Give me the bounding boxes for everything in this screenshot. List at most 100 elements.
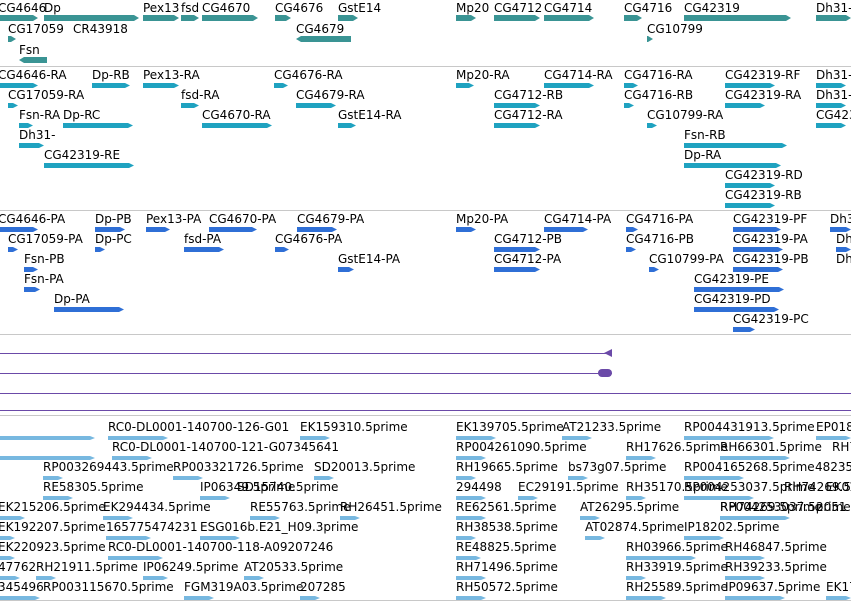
protein-feature[interactable] [694, 287, 784, 292]
est-feature[interactable] [626, 456, 656, 460]
est-label[interactable]: RH03966.5prime [626, 540, 728, 554]
est-label[interactable]: RH38538.5prime [456, 520, 558, 534]
transcript-feature[interactable] [202, 123, 272, 128]
gene-feature[interactable] [202, 15, 258, 21]
est-feature[interactable] [568, 476, 588, 480]
est-label[interactable]: EK215206.5prime [0, 500, 106, 514]
est-label[interactable]: AT02874.5prime [585, 520, 685, 534]
transcript-label[interactable]: Fsn-RA [19, 108, 61, 122]
est-label[interactable]: 207285 [300, 580, 346, 594]
est-feature[interactable] [0, 436, 95, 440]
transcript-feature[interactable] [647, 123, 657, 128]
transcript-feature[interactable] [494, 103, 540, 108]
transcript-label[interactable]: CG4716-RA [624, 68, 693, 82]
est-label[interactable]: 165775474231 [106, 520, 198, 534]
est-feature[interactable] [184, 596, 214, 600]
est-label[interactable]: 47762 [0, 560, 37, 574]
protein-feature[interactable] [338, 267, 354, 272]
est-label[interactable]: RH25589.5prime [626, 580, 728, 594]
est-label[interactable]: RC0-DL0001-140700-126-G01 [108, 420, 290, 434]
est-feature[interactable] [585, 536, 605, 540]
est-feature[interactable] [300, 436, 330, 440]
est-label[interactable]: EC29191.5prime [518, 480, 619, 494]
est-feature[interactable] [200, 536, 240, 540]
gene-label[interactable]: Mp20 [456, 1, 490, 15]
est-label[interactable]: RE62561.5prime [456, 500, 557, 514]
protein-label[interactable]: CG42319-PE [694, 272, 769, 286]
protein-feature[interactable] [830, 227, 851, 232]
gene-label[interactable]: CR43918 [73, 22, 128, 36]
est-label[interactable]: AT20533.5prime [244, 560, 344, 574]
transcript-label[interactable]: CG4712-RA [494, 108, 563, 122]
protein-label[interactable]: CG4714-PA [544, 212, 612, 226]
est-label[interactable]: EK159310.5prime [300, 420, 408, 434]
transcript-label[interactable]: Dh31- [816, 68, 851, 82]
gene-feature[interactable] [494, 15, 540, 21]
transcript-label[interactable]: Dh31- [19, 128, 56, 142]
protein-label[interactable]: fsd-PA [184, 232, 222, 246]
transcript-feature[interactable] [816, 123, 846, 128]
protein-feature[interactable] [494, 267, 540, 272]
est-label[interactable]: RE58305.5prime [43, 480, 144, 494]
gene-label[interactable]: CG4714 [544, 1, 593, 15]
est-label[interactable]: RH26451.5prime [340, 500, 442, 514]
protein-feature[interactable] [456, 227, 476, 232]
transcript-feature[interactable] [684, 143, 787, 148]
transcript-label[interactable]: CG4716-RB [624, 88, 694, 102]
protein-feature[interactable] [626, 247, 636, 252]
est-feature[interactable] [456, 536, 476, 540]
gene-feature[interactable] [338, 15, 358, 21]
est-label[interactable]: RP004261090.5prime [456, 440, 587, 454]
transcript-label[interactable]: CG42319-RD [725, 168, 803, 182]
protein-label[interactable]: CG10799-PA [649, 252, 724, 266]
est-feature[interactable] [816, 436, 851, 440]
gene-feature[interactable] [8, 36, 16, 42]
transcript-label[interactable]: GstE14-RA [338, 108, 402, 122]
est-label[interactable]: RH46847.5prime [725, 540, 827, 554]
est-label[interactable]: RH66301.5prime [720, 440, 822, 454]
transcript-label[interactable]: CG42319-RF [725, 68, 801, 82]
protein-label[interactable]: CG17059-PA [8, 232, 83, 246]
protein-feature[interactable] [8, 247, 18, 252]
est-feature[interactable] [103, 516, 133, 520]
est-feature[interactable] [456, 496, 486, 500]
transcript-feature[interactable] [816, 83, 846, 88]
est-label[interactable]: RH39233.5prime [725, 560, 827, 574]
est-label[interactable]: EK17 [826, 580, 851, 594]
est-label[interactable]: RP004253037.5prime [720, 500, 851, 514]
est-feature[interactable] [626, 556, 696, 560]
protein-feature[interactable] [54, 307, 124, 312]
protein-feature[interactable] [649, 267, 659, 272]
protein-feature[interactable] [836, 247, 851, 252]
alignment-end-marker[interactable] [604, 349, 612, 357]
est-label[interactable]: EK010 [826, 480, 851, 494]
transcript-label[interactable]: CG4714-RA [544, 68, 613, 82]
protein-label[interactable]: Dh [836, 232, 851, 246]
est-label[interactable]: EK139705.5prime [456, 420, 564, 434]
protein-feature[interactable] [275, 247, 289, 252]
transcript-label[interactable]: CG42319-RB [816, 108, 851, 122]
est-feature[interactable] [314, 476, 334, 480]
est-feature[interactable] [43, 476, 63, 480]
protein-label[interactable]: Dp-PC [95, 232, 132, 246]
transcript-feature[interactable] [181, 103, 199, 108]
est-feature[interactable] [0, 556, 15, 560]
transcript-label[interactable]: CG42319-RE [44, 148, 121, 162]
gene-label[interactable]: CG4676 [275, 1, 324, 15]
est-label[interactable]: bs73g07.5prime [568, 460, 667, 474]
protein-label[interactable]: GstE14-PA [338, 252, 401, 266]
gene-label[interactable]: Fsn [19, 43, 40, 57]
transcript-label[interactable]: CG4646-RA [0, 68, 67, 82]
transcript-feature[interactable] [63, 123, 133, 128]
est-label[interactable]: FGM319A03.5prime [184, 580, 304, 594]
protein-feature[interactable] [733, 267, 783, 272]
est-label[interactable]: RE55763.5prime [250, 500, 351, 514]
est-feature[interactable] [826, 596, 851, 600]
transcript-feature[interactable] [19, 143, 44, 148]
gene-feature[interactable] [544, 15, 594, 21]
est-label[interactable]: AT21233.5prime [562, 420, 662, 434]
est-label[interactable]: IP06249.5prime [143, 560, 239, 574]
est-label[interactable]: RH74269.5prime [720, 500, 822, 514]
transcript-label[interactable]: Mp20-RA [456, 68, 510, 82]
protein-label[interactable]: CG42319-PA [733, 232, 808, 246]
